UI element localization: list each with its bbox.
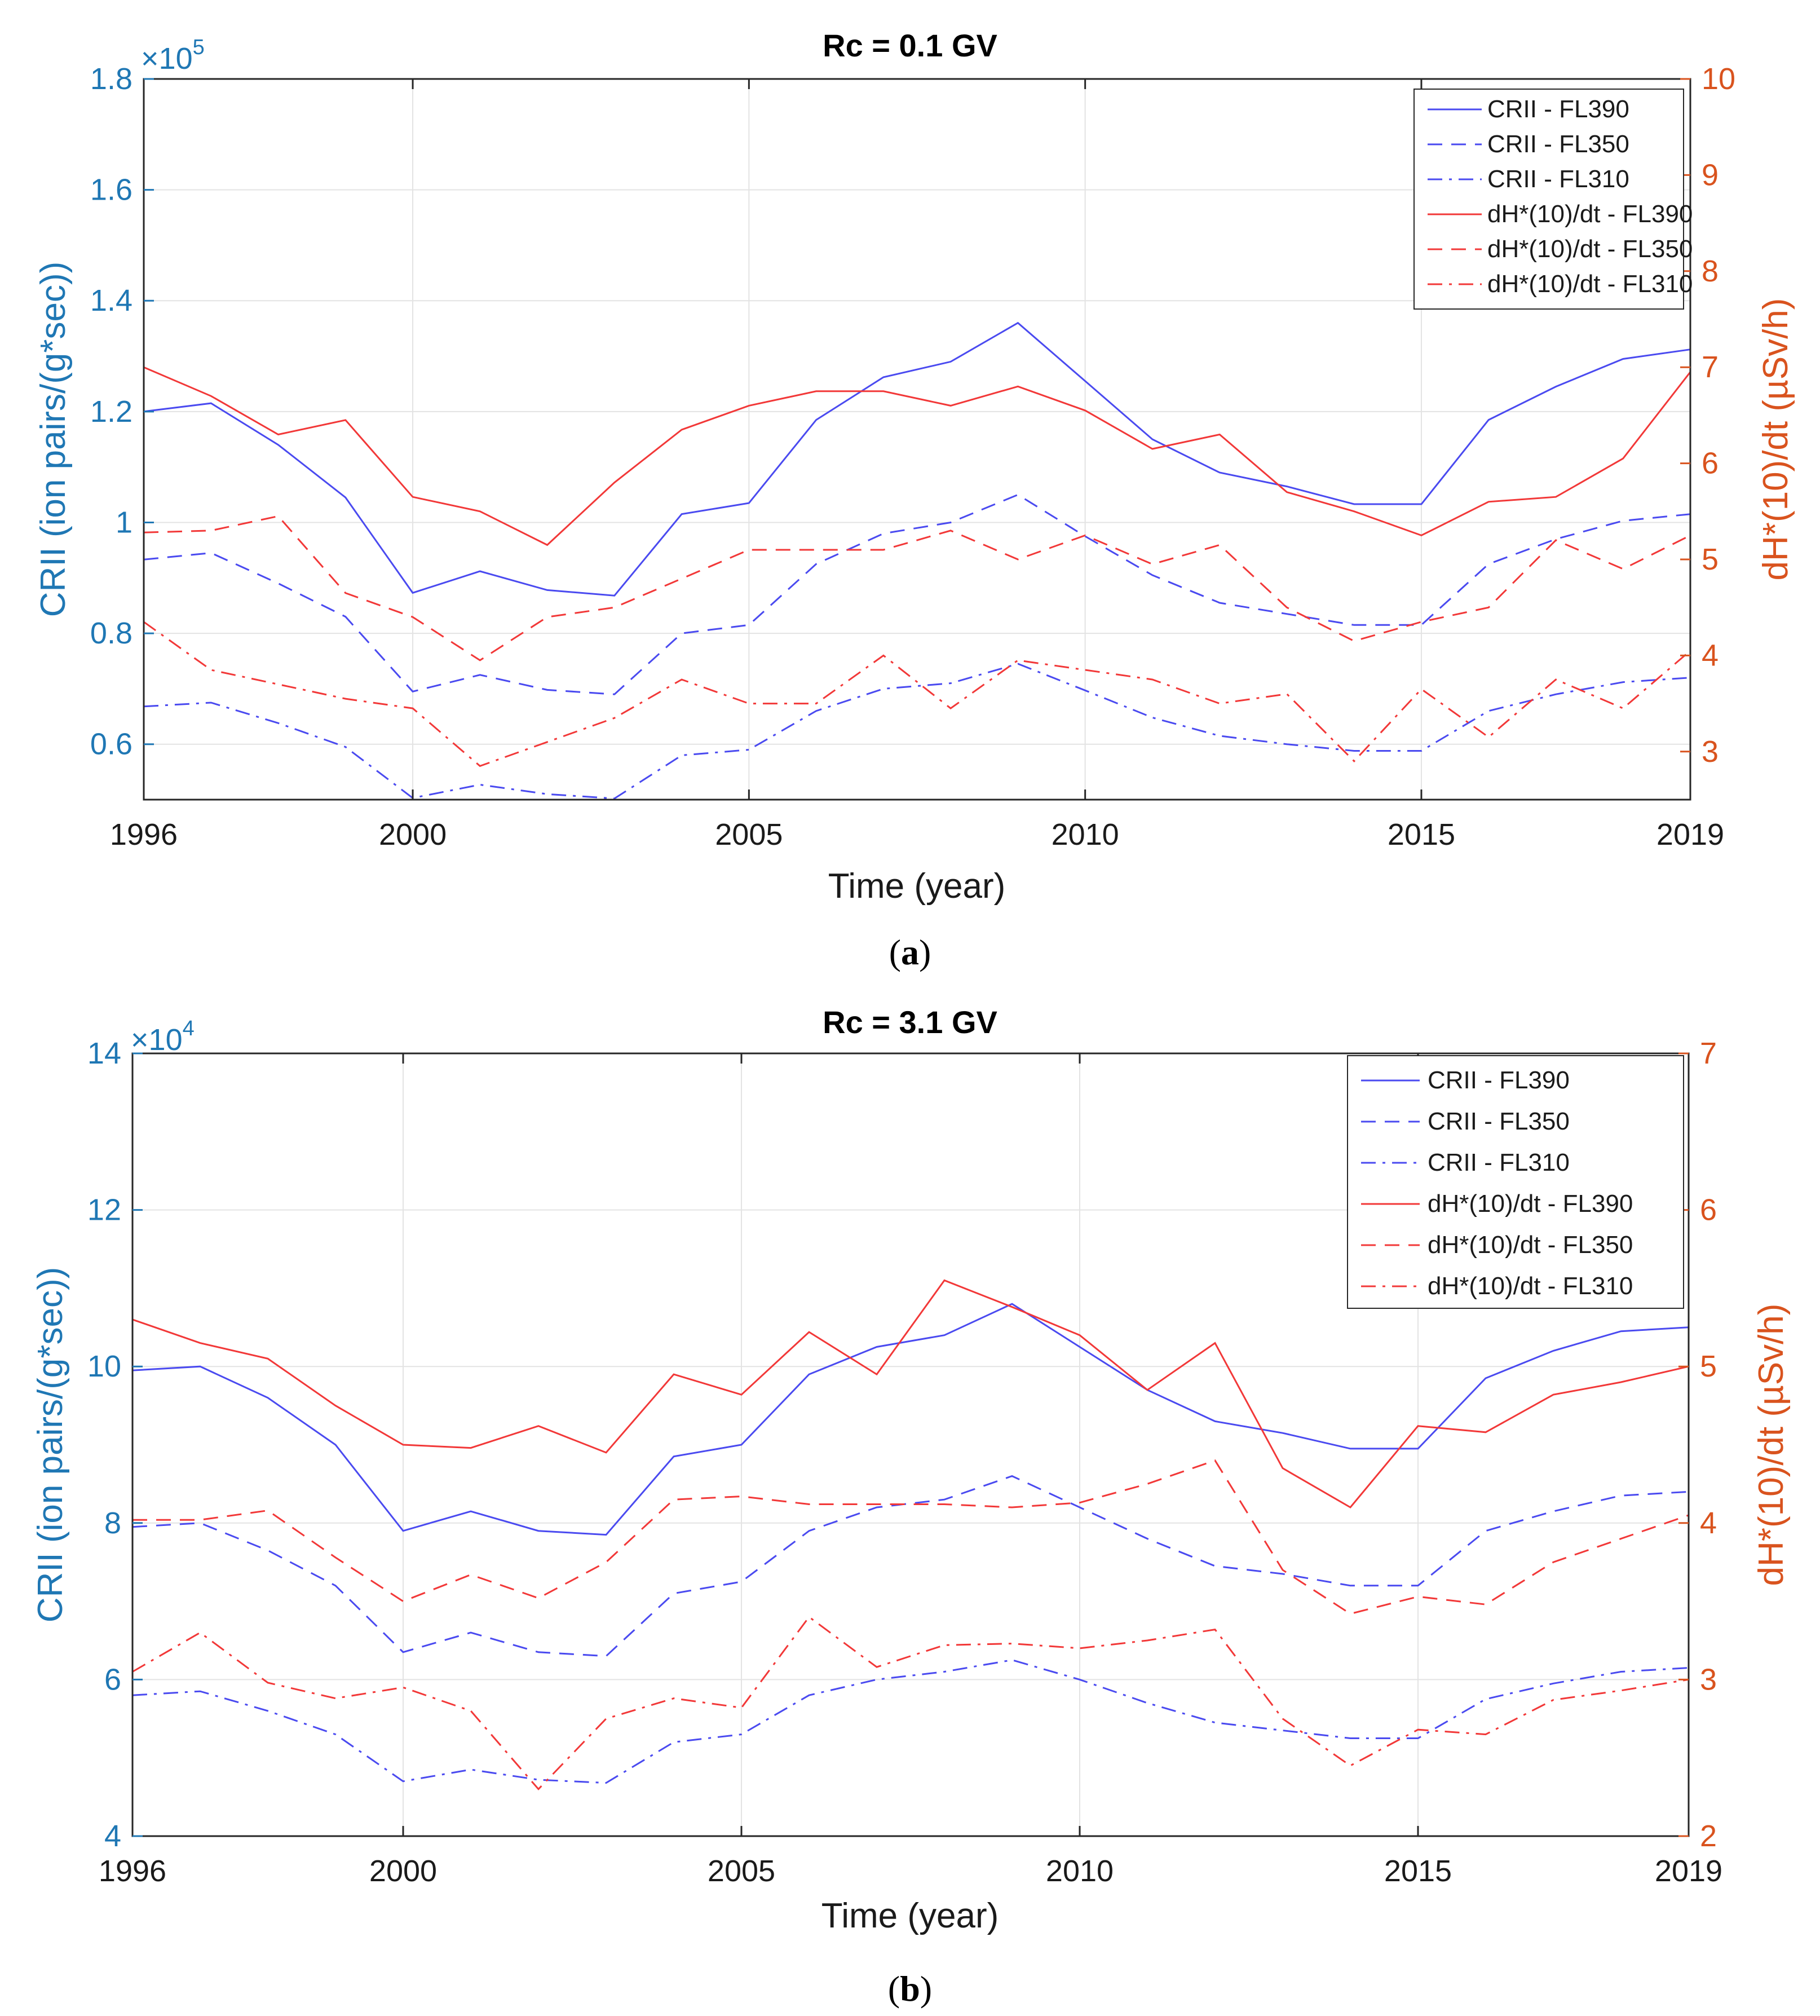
panel-a-left-multiplier: ×105: [141, 36, 205, 76]
x-tick-label: 2010: [1052, 818, 1119, 852]
panel-b-legend-box: [1347, 1055, 1684, 1309]
x-tick-label: 2005: [708, 1854, 775, 1888]
right-tick-label: 10: [1702, 62, 1735, 96]
panel-a-x-ticks: 1996 2000 2005 2010 2015 2019: [110, 79, 1724, 852]
right-tick-label: 9: [1702, 158, 1719, 192]
series-line-5: [132, 1459, 1689, 1615]
x-tick-label: 2015: [1388, 818, 1455, 852]
series-line-3: [132, 1659, 1689, 1784]
left-tick-label: 1.6: [90, 173, 132, 207]
panel-a-caption: (a): [889, 932, 931, 972]
x-tick-label: 2005: [715, 818, 783, 852]
right-tick-label: 7: [1700, 1036, 1717, 1070]
legend-label-4: dH*(10)/dt - FL390: [1487, 200, 1693, 228]
legend-label-5: dH*(10)/dt - FL350: [1428, 1231, 1633, 1259]
panel-b-plot-area: [131, 1052, 1690, 1837]
series-line-4: [132, 1279, 1689, 1508]
right-tick-label: 5: [1702, 542, 1719, 576]
panel-b-series: [132, 1279, 1689, 1790]
panel-a-plot-area: [143, 78, 1691, 801]
right-tick-label: 6: [1702, 447, 1719, 480]
left-tick-label: 14: [87, 1036, 121, 1070]
left-tick-label: 10: [87, 1349, 121, 1383]
right-tick-label: 4: [1700, 1506, 1717, 1540]
panel-a-legend-box: [1413, 89, 1684, 310]
series-line-6: [143, 621, 1691, 767]
left-tick-label: 6: [104, 1662, 121, 1696]
panel-a-x-label: Time (year): [828, 867, 1006, 906]
panel-a-right-ticks: 3 4 5 6 7 8 9 10: [1680, 62, 1735, 769]
left-tick-label: 8: [104, 1506, 121, 1540]
panel-b-right-ticks: 2 3 4 5 6 7: [1678, 1036, 1717, 1853]
right-tick-label: 2: [1700, 1819, 1717, 1853]
x-tick-label: 2019: [1655, 1854, 1722, 1888]
x-tick-label: 1996: [99, 1854, 166, 1888]
series-line-2: [143, 493, 1691, 695]
series-line-3: [143, 663, 1691, 800]
panel-b-x-label: Time (year): [821, 1896, 999, 1935]
legend-label-6: dH*(10)/dt - FL310: [1428, 1272, 1633, 1300]
series-line-6: [132, 1616, 1689, 1790]
series-line-1: [132, 1303, 1689, 1536]
legend-label-1: CRII - FL390: [1487, 95, 1629, 123]
legend-label-3: CRII - FL310: [1487, 165, 1629, 193]
panel-a-left-y-label: CRII (ion pairs/(g*sec)): [34, 262, 73, 617]
legend-label-6: dH*(10)/dt - FL310: [1487, 270, 1693, 298]
panel-a-left-ticks: 0.6 0.8 1 1.2 1.4 1.6 1.8: [90, 62, 154, 761]
left-tick-label: 1.8: [90, 62, 132, 96]
legend-label-5: dH*(10)/dt - FL350: [1487, 235, 1693, 263]
legend-label-2: CRII - FL350: [1487, 130, 1629, 158]
panel-a-series: [143, 321, 1691, 800]
panel-b-left-multiplier: ×104: [131, 1017, 195, 1057]
left-tick-label: 4: [104, 1819, 121, 1853]
left-tick-label: 0.6: [90, 727, 132, 761]
panel-b-right-y-label: dH*(10)/dt (µSv/h): [1752, 1304, 1791, 1586]
panel-a: Rc = 0.1 GV ×105 1996 2000 2005 2010 2015 201…: [34, 28, 1795, 972]
series-line-4: [143, 366, 1691, 546]
panel-a-legend: CRII - FL390 CRII - FL350 CRII - FL310 dH*(…: [1413, 89, 1693, 310]
x-tick-label: 2000: [369, 1854, 437, 1888]
panel-a-title: Rc = 0.1 GV: [823, 28, 997, 63]
panel-b-legend: CRII - FL390 CRII - FL350 CRII - FL310 dH*(…: [1347, 1055, 1684, 1309]
series-line-5: [143, 515, 1691, 661]
panel-b-caption: (b): [888, 1969, 932, 2009]
x-tick-label: 2015: [1384, 1854, 1452, 1888]
series-line-1: [143, 321, 1691, 597]
panel-b-left-y-label: CRII (ion pairs/(g*sec)): [31, 1267, 70, 1622]
legend-label-4: dH*(10)/dt - FL390: [1428, 1190, 1633, 1217]
left-tick-label: 12: [87, 1193, 121, 1227]
left-tick-label: 1: [116, 505, 132, 539]
series-line-2: [132, 1475, 1689, 1657]
x-tick-label: 2000: [379, 818, 447, 852]
panel-a-right-y-label: dH*(10)/dt (µSv/h): [1756, 298, 1795, 581]
right-tick-label: 3: [1702, 735, 1719, 769]
panel-b-title: Rc = 3.1 GV: [823, 1004, 997, 1040]
right-tick-label: 4: [1702, 638, 1719, 672]
panel-b: Rc = 3.1 GV ×104 1996 2000 2005 2010 2015 201…: [31, 1004, 1791, 2009]
right-tick-label: 5: [1700, 1349, 1717, 1383]
legend-label-2: CRII - FL350: [1428, 1108, 1570, 1135]
legend-label-1: CRII - FL390: [1428, 1066, 1570, 1094]
x-tick-label: 1996: [110, 818, 178, 852]
right-tick-label: 8: [1702, 254, 1719, 288]
panel-b-left-ticks: 4 6 8 10 12 14: [87, 1036, 143, 1853]
right-tick-label: 7: [1702, 350, 1719, 384]
x-tick-label: 2010: [1046, 1854, 1114, 1888]
right-tick-label: 3: [1700, 1662, 1717, 1696]
left-tick-label: 1.4: [90, 284, 132, 317]
left-tick-label: 0.8: [90, 616, 132, 650]
left-tick-label: 1.2: [90, 395, 132, 429]
x-tick-label: 2019: [1656, 818, 1724, 852]
legend-label-3: CRII - FL310: [1428, 1149, 1570, 1176]
panel-b-x-ticks: 1996 2000 2005 2010 2015 2019: [99, 1053, 1722, 1888]
right-tick-label: 6: [1700, 1193, 1717, 1227]
